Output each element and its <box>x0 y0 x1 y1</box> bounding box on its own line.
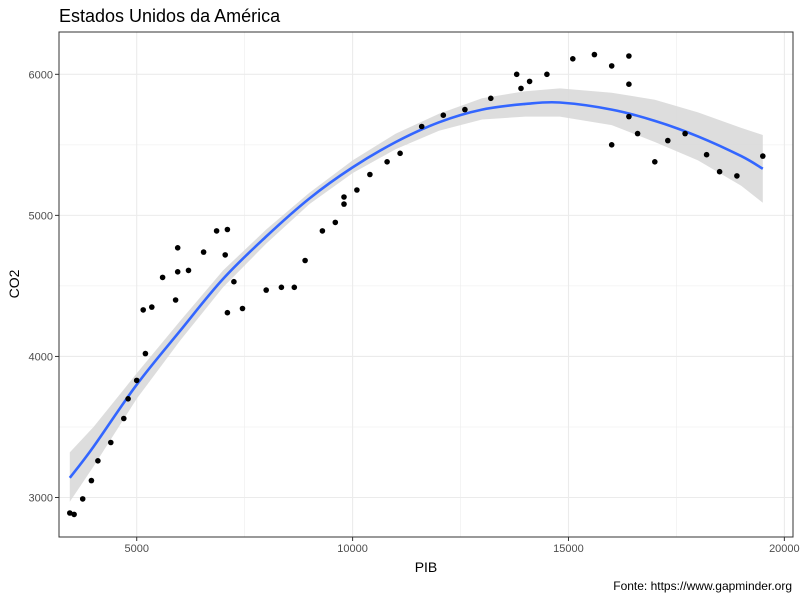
x-axis: 5000 10000 15000 20000 <box>124 537 800 555</box>
scatter-point <box>626 53 632 59</box>
y-axis: 3000 4000 5000 6000 <box>29 69 59 505</box>
scatter-point <box>224 226 231 233</box>
scatter-point <box>716 168 723 175</box>
scatter-point <box>185 267 192 274</box>
x-tick-label: 20000 <box>769 543 800 555</box>
scatter-point <box>88 477 95 484</box>
x-tick-label: 5000 <box>124 543 148 555</box>
scatter-point <box>682 130 688 137</box>
scatter-point <box>384 159 390 165</box>
y-axis-title: CO2 <box>6 269 22 298</box>
scatter-point <box>734 173 740 179</box>
scatter-point <box>462 106 468 113</box>
scatter-point <box>665 137 671 144</box>
scatter-point <box>354 187 360 193</box>
x-tick-label: 10000 <box>337 543 368 555</box>
y-tick-label: 6000 <box>29 69 53 81</box>
scatter-point <box>526 78 533 85</box>
scatter-point <box>108 439 114 446</box>
scatter-point <box>544 71 550 78</box>
scatter-point <box>213 228 220 234</box>
scatter-point <box>174 245 181 251</box>
panel-border <box>58 31 794 538</box>
scatter-point <box>79 496 86 502</box>
scatter-point <box>142 350 149 357</box>
scatter-point <box>125 396 131 402</box>
scatter-point <box>332 219 339 226</box>
scatter-point <box>760 153 766 159</box>
scatter-point <box>159 274 166 281</box>
scatter-point <box>397 150 403 157</box>
scatter-point <box>302 257 308 264</box>
smooth-line <box>68 100 764 479</box>
points-group <box>67 51 766 518</box>
scatter-point <box>239 305 246 312</box>
y-tick-label: 4000 <box>29 351 53 363</box>
y-tick-label: 5000 <box>29 210 53 222</box>
scatter-point <box>341 194 347 200</box>
scatter-point <box>71 511 77 518</box>
scatter-point <box>121 415 127 422</box>
scatter-point <box>591 51 598 58</box>
scatter-point <box>67 510 73 516</box>
scatter-point <box>172 297 179 303</box>
scatter-point <box>652 159 658 165</box>
scatter-point <box>200 249 207 255</box>
scatter-point <box>488 95 494 102</box>
scatter-point <box>608 142 615 148</box>
scatter-point <box>133 377 140 384</box>
scatter-point <box>608 63 615 69</box>
scatter-point <box>231 278 237 285</box>
scatter-point <box>319 228 326 234</box>
scatter-point <box>341 201 347 207</box>
scatter-point <box>518 85 524 92</box>
scatter-point <box>513 71 520 78</box>
scatter-point <box>626 81 632 87</box>
scatter-point <box>440 112 447 118</box>
scatter-point <box>570 56 576 62</box>
scatter-point <box>278 284 285 291</box>
scatter-point <box>634 130 641 137</box>
scatter-point <box>140 307 146 313</box>
x-axis-title: PIB <box>415 559 438 575</box>
scatter-point <box>626 113 632 120</box>
scatter-point <box>291 284 298 291</box>
scatter-point <box>224 309 231 316</box>
caption: Fonte: https://www.gapminder.org <box>613 579 792 593</box>
scatter-point <box>418 123 425 130</box>
scatter-point <box>149 304 155 310</box>
chart-title: Estados Unidos da América <box>59 6 281 26</box>
scatter-point <box>174 269 181 275</box>
y-tick-label: 3000 <box>29 493 53 505</box>
scatter-point <box>222 252 228 258</box>
scatter-point <box>703 151 710 158</box>
scatter-point <box>367 171 373 178</box>
x-tick-label: 15000 <box>553 543 584 555</box>
smooth-line-group <box>68 100 764 479</box>
scatter-point <box>263 287 270 293</box>
scatter-point <box>95 458 101 464</box>
